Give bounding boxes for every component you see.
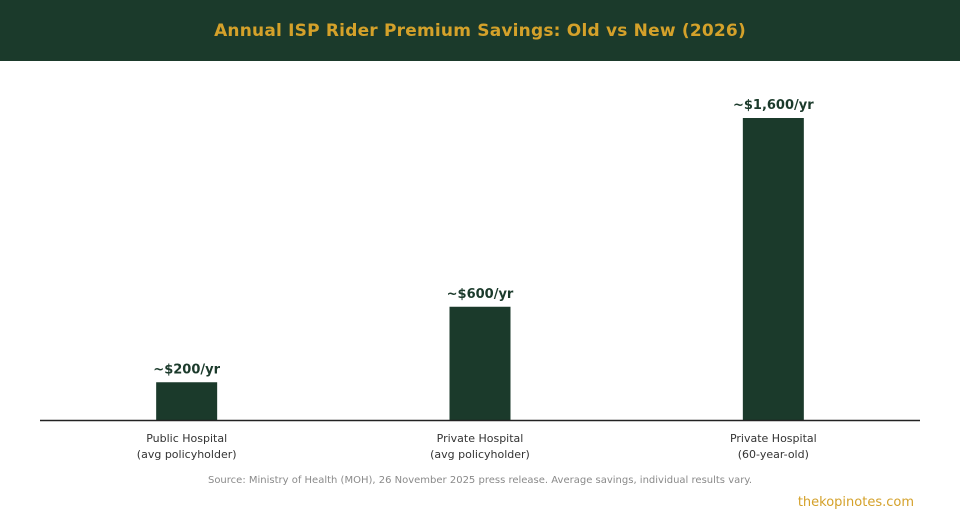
bar-2 (449, 306, 511, 420)
chart-header: Annual ISP Rider Premium Savings: Old vs… (0, 0, 960, 61)
chart-title: Annual ISP Rider Premium Savings: Old vs… (214, 20, 746, 41)
data-label-2: ~$600/yr (447, 287, 514, 302)
bar-1 (156, 382, 218, 420)
x-tick-label-3-line-1: Private Hospital (730, 432, 817, 445)
x-tick-label-1-line-1: Public Hospital (146, 432, 227, 445)
bar-3 (742, 118, 804, 420)
data-label-3: ~$1,600/yr (733, 98, 814, 113)
x-tick-label-1-line-2: (avg policyholder) (137, 448, 237, 461)
x-tick-label-3-line-2: (60-year-old) (738, 448, 809, 461)
brand-watermark[interactable]: thekopinotes.com (797, 495, 914, 510)
x-tick-label-2-line-1: Private Hospital (437, 432, 524, 445)
x-tick-label-2-line-2: (avg policyholder) (430, 448, 530, 461)
source-note: Source: Ministry of Health (MOH), 26 Nov… (207, 475, 753, 486)
data-label-1: ~$200/yr (153, 362, 220, 377)
